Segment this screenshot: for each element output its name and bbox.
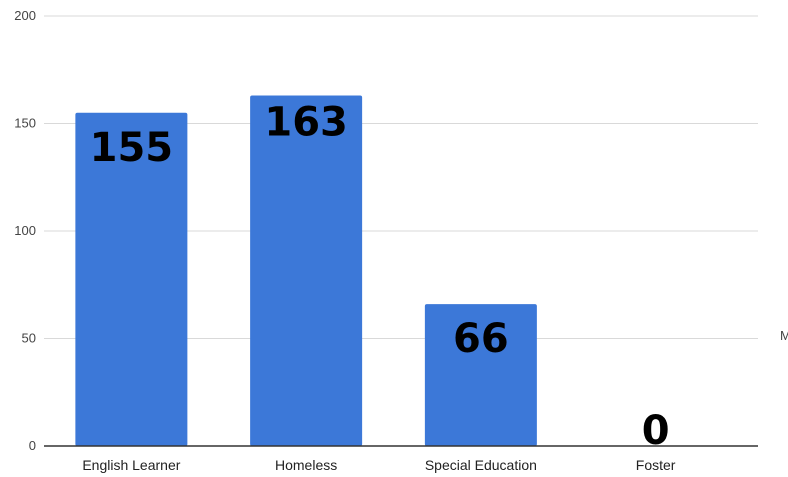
y-tick-label: 200 xyxy=(14,8,36,23)
bar-homeless xyxy=(250,95,363,447)
x-category-label: Homeless xyxy=(275,457,337,473)
bar-english-learner xyxy=(75,112,188,446)
bars xyxy=(75,95,537,447)
y-tick-label: 0 xyxy=(29,438,36,453)
right-edge-partial-text: M xyxy=(780,328,788,343)
data-labels: 155 163 66 0 xyxy=(90,100,670,454)
x-axis-category-labels: English Learner Homeless Special Education… xyxy=(82,457,675,473)
data-label: 163 xyxy=(264,100,348,146)
y-tick-label: 50 xyxy=(22,331,36,346)
y-tick-label: 100 xyxy=(14,223,36,238)
bar-special-education xyxy=(424,304,537,446)
x-category-label: Special Education xyxy=(425,457,537,473)
data-label: 66 xyxy=(453,316,509,362)
x-category-label: Foster xyxy=(636,457,676,473)
y-axis-tick-labels: 0 50 100 150 200 xyxy=(14,8,36,453)
data-label: 155 xyxy=(90,125,174,171)
x-category-label: English Learner xyxy=(82,457,180,473)
data-label: 0 xyxy=(642,408,670,454)
y-tick-label: 150 xyxy=(14,116,36,131)
